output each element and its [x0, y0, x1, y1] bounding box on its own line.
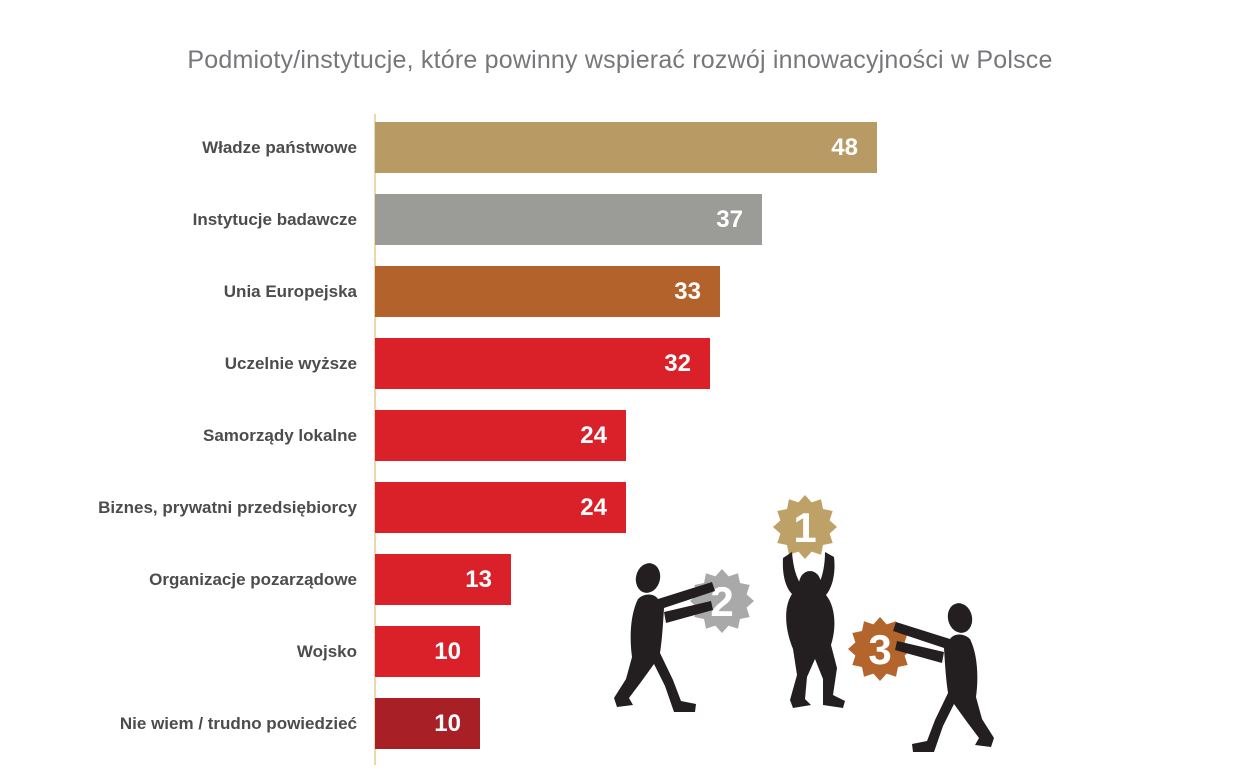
- bar-6: 13: [375, 554, 511, 605]
- chart-row: Instytucje badawcze 37: [65, 194, 877, 245]
- bar-5: 24: [375, 482, 626, 533]
- category-label: Instytucje badawcze: [192, 209, 357, 229]
- bar-0: 48: [375, 122, 877, 173]
- chart-row: Władze państwowe 48: [65, 122, 877, 173]
- person-pushing-badge-3-icon: [893, 603, 994, 752]
- category-label: Uczelnie wyższe: [224, 353, 357, 373]
- value-label: 48: [831, 133, 858, 161]
- value-label: 10: [434, 709, 461, 737]
- value-label: 37: [716, 205, 743, 233]
- chart-row: Unia Europejska 33: [65, 266, 877, 317]
- value-label: 32: [664, 349, 691, 377]
- category-label: Organizacje pozarządowe: [149, 569, 357, 589]
- value-label: 24: [580, 493, 607, 521]
- bar-3: 32: [375, 338, 710, 389]
- category-label: Wojsko: [296, 641, 357, 661]
- chart-row: Uczelnie wyższe 32: [65, 338, 877, 389]
- value-label: 10: [434, 637, 461, 665]
- bar-4: 24: [375, 410, 626, 461]
- chart-row: Nie wiem / trudno powiedzieć 10: [65, 698, 877, 749]
- chart-row: Samorządy lokalne 24: [65, 410, 877, 461]
- value-label: 24: [580, 421, 607, 449]
- bar-2: 33: [375, 266, 720, 317]
- chart-row: Wojsko 10: [65, 626, 877, 677]
- category-label: Biznes, prywatni przedsiębiorcy: [98, 497, 357, 517]
- category-label: Unia Europejska: [223, 281, 357, 301]
- bar-8: 10: [375, 698, 480, 749]
- category-label: Nie wiem / trudno powiedzieć: [119, 713, 357, 733]
- value-label: 33: [674, 277, 701, 305]
- value-label: 13: [465, 565, 492, 593]
- bar-1: 37: [375, 194, 762, 245]
- chart-row: Biznes, prywatni przedsiębiorcy 24: [65, 482, 877, 533]
- bar-7: 10: [375, 626, 480, 677]
- category-label: Władze państwowe: [202, 137, 357, 157]
- chart-title: Podmioty/instytucje, które powinny wspie…: [187, 46, 1053, 74]
- category-label: Samorządy lokalne: [202, 425, 357, 445]
- bar-chart: Władze państwowe 48 Instytucje badawcze 37 U…: [65, 122, 877, 770]
- chart-row: Organizacje pozarządowe 13: [65, 554, 877, 605]
